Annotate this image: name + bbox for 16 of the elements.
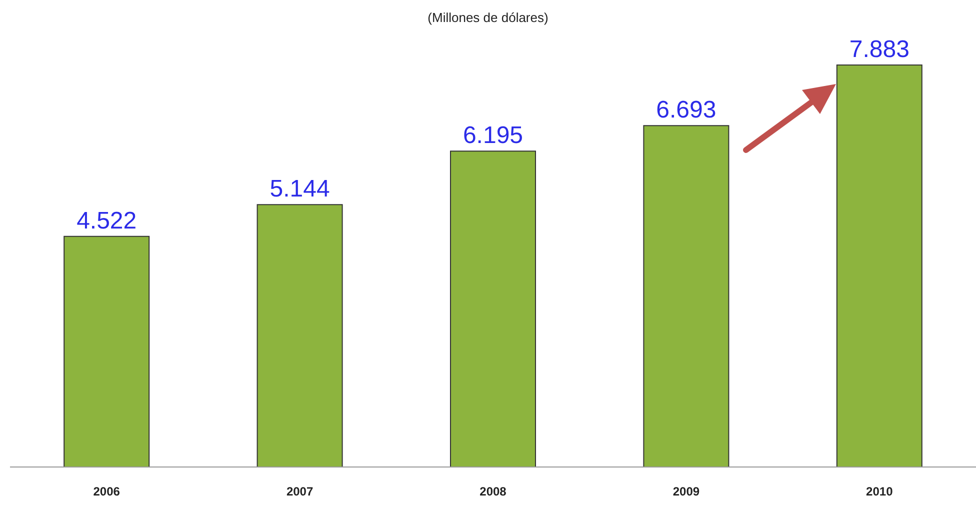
- x-tick-label: 2008: [480, 484, 507, 499]
- bar: [643, 125, 730, 468]
- bar: [64, 236, 150, 468]
- bar: [836, 64, 922, 468]
- bar: [256, 204, 343, 468]
- data-label: 5.144: [270, 176, 330, 203]
- x-tick-label: 2009: [672, 484, 700, 499]
- data-label: 6.693: [656, 96, 716, 124]
- x-tick-label: 2010: [866, 484, 894, 499]
- data-label: 4.522: [76, 207, 137, 234]
- data-label: 7.883: [849, 36, 910, 63]
- bar: [450, 150, 536, 468]
- x-tick-label: 2006: [93, 484, 120, 499]
- chart-subtitle: (Millones de dólares): [426, 10, 550, 25]
- x-tick-label: 2007: [286, 484, 314, 499]
- data-label: 6.195: [462, 122, 524, 150]
